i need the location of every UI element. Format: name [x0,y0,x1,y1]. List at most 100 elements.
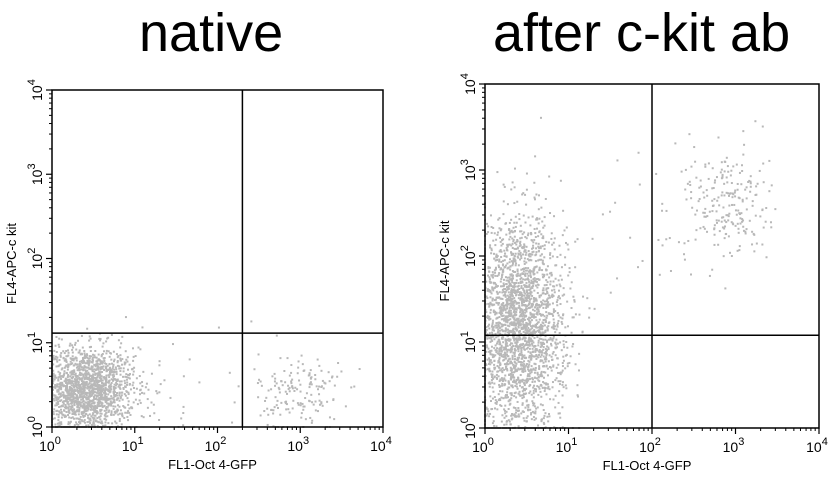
data-point [541,351,544,354]
data-point [736,222,739,225]
data-point [132,359,135,362]
data-point [66,400,69,403]
data-point [499,240,502,243]
data-point [91,393,94,396]
data-point [501,242,504,245]
data-points [484,116,777,429]
data-point [490,274,493,277]
data-point [486,288,489,291]
data-point [547,346,550,349]
data-point [110,381,113,384]
data-point [58,411,61,414]
data-point [507,296,510,299]
data-point [543,324,546,327]
data-point [107,410,110,413]
data-point [498,397,501,400]
data-point [502,268,505,271]
data-point [552,280,555,283]
data-point [541,324,544,327]
data-point [80,334,83,337]
data-point [496,258,499,261]
data-point [704,215,707,218]
data-point [92,420,95,423]
data-point [497,325,500,328]
data-point [557,295,560,298]
data-point [550,273,553,276]
data-point [751,204,754,207]
data-point [740,183,743,186]
data-point [290,364,293,367]
data-point [86,414,89,417]
data-point [504,288,507,291]
data-point [517,326,520,329]
data-point [87,371,90,374]
data-point [531,313,534,316]
data-point [509,369,512,372]
data-point [554,347,557,350]
data-point [507,338,510,341]
data-point [538,305,541,308]
data-point [104,413,107,416]
data-point [552,337,555,340]
data-point [496,316,499,319]
data-point [552,311,555,314]
data-point [296,372,299,375]
data-point [87,402,90,405]
data-point [522,396,525,399]
data-point [76,417,79,420]
data-point [509,423,512,426]
panel-title-native: native [139,3,284,63]
data-point [528,385,531,388]
data-point [52,417,55,420]
data-point [542,348,545,351]
data-point [496,285,499,288]
data-point [515,247,518,250]
data-point [512,262,515,265]
data-point [542,355,545,358]
data-point [515,409,518,412]
data-point [500,256,503,259]
data-point [80,366,83,369]
data-point [529,369,532,372]
data-point [546,273,549,276]
data-point [543,284,546,287]
data-point [529,337,532,340]
data-point [120,394,123,397]
data-point [76,386,79,389]
data-point [109,390,112,393]
data-point [91,353,94,356]
data-point [529,408,532,411]
data-point [105,380,108,383]
data-point [609,291,612,294]
data-point [127,410,130,413]
data-point [99,405,102,408]
data-point [517,318,520,321]
data-point [544,412,547,415]
data-point [533,362,536,365]
data-point [690,197,693,200]
data-point [720,161,723,164]
data-point [563,293,566,296]
data-point [561,406,564,409]
data-point [519,394,522,397]
data-point [110,388,113,391]
data-point [497,330,500,333]
data-point [510,244,513,247]
data-point [504,404,507,407]
data-point [514,260,517,263]
data-point [539,374,542,377]
data-point [328,380,331,383]
data-point [564,326,567,329]
data-point [688,180,691,183]
data-point [548,412,551,415]
data-point [551,339,554,342]
data-point [558,331,561,334]
data-point [540,383,543,386]
data-point [557,319,560,322]
data-point [486,222,489,225]
data-point [508,312,511,315]
data-point [513,247,516,250]
data-point [530,259,533,262]
data-point [509,258,512,261]
data-point [109,368,112,371]
